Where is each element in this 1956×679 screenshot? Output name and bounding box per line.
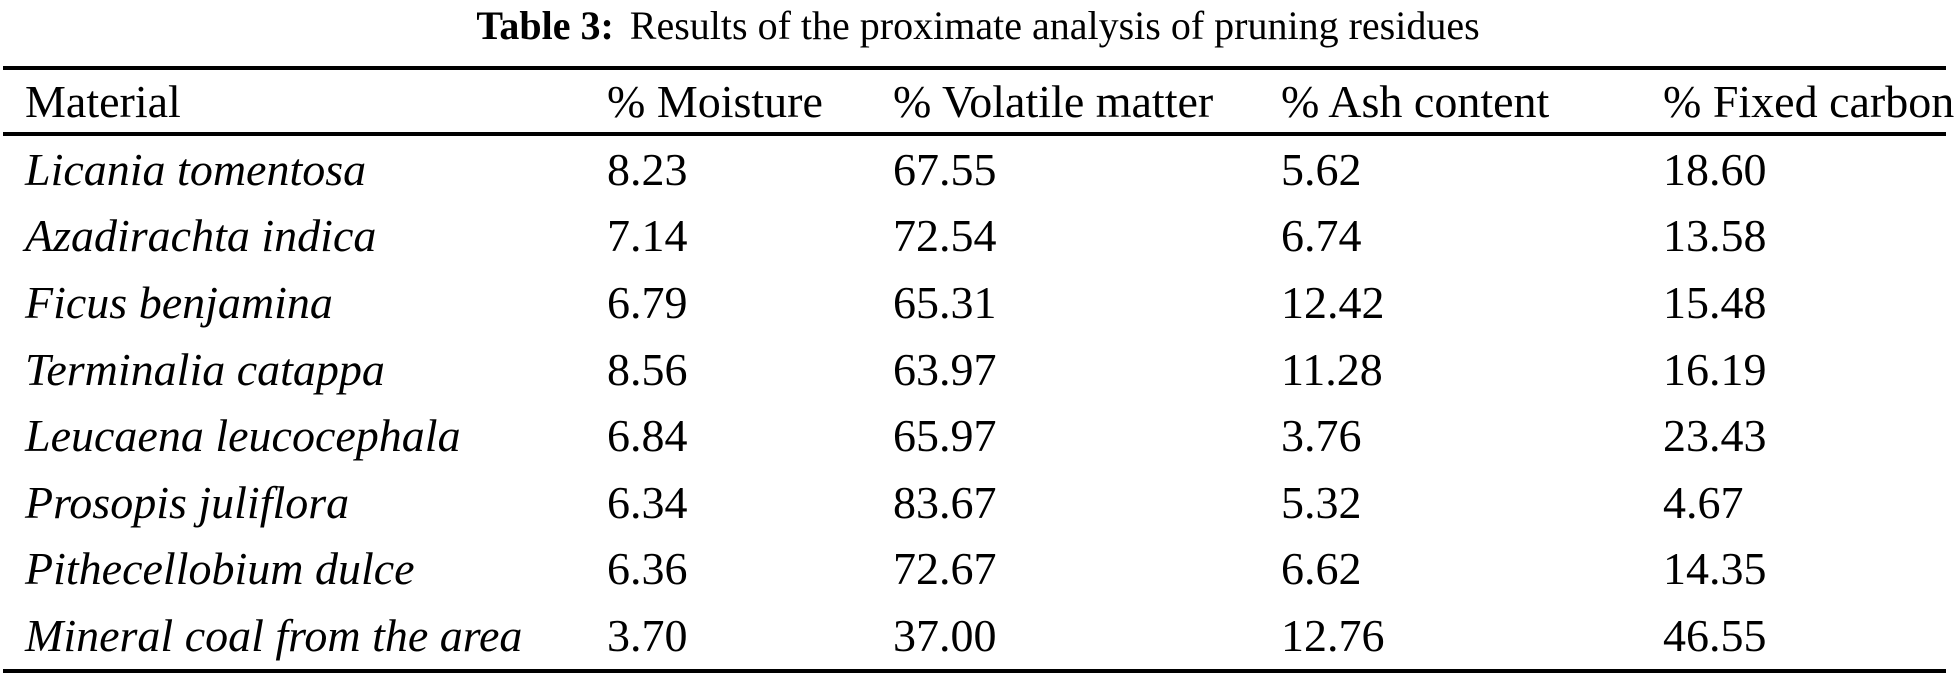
cell-volatile: 67.55 <box>893 143 997 195</box>
cell-volatile: 83.67 <box>893 476 997 528</box>
cell-volatile: 72.54 <box>893 210 997 262</box>
cell-fixed: 16.19 <box>1663 343 1767 395</box>
cell-fixed: 14.35 <box>1663 543 1767 595</box>
cell-volatile: 72.67 <box>893 543 997 595</box>
cell-material: Pithecellobium dulce <box>25 543 415 595</box>
cell-ash: 6.62 <box>1281 543 1362 595</box>
table-row: Azadirachta indica 7.14 72.54 6.74 13.58 <box>3 203 1946 270</box>
cell-moisture: 6.36 <box>607 543 688 595</box>
table-row: Pithecellobium dulce 6.36 72.67 6.62 14.35 <box>3 536 1946 603</box>
cell-moisture: 3.70 <box>607 609 688 661</box>
cell-volatile: 65.97 <box>893 410 997 462</box>
proximate-analysis-table: Material% Moisture% Volatile matter% Ash… <box>3 66 1954 673</box>
column-header-material: Material <box>3 68 607 136</box>
cell-ash: 5.62 <box>1281 143 1362 195</box>
table-body: Licania tomentosa 8.23 67.55 5.62 18.60 Azadi… <box>3 134 1946 671</box>
table-row: Terminalia catappa 8.56 63.97 11.28 16.19 <box>3 336 1946 403</box>
table-caption: Table 3: Results of the proximate analysi… <box>0 0 1956 62</box>
cell-ash: 12.76 <box>1281 609 1385 661</box>
cell-moisture: 7.14 <box>607 210 688 262</box>
cell-ash: 12.42 <box>1281 276 1385 328</box>
cell-ash: 3.76 <box>1281 410 1362 462</box>
table-row: Mineral coal from the area 3.70 37.00 12.76… <box>3 602 1946 671</box>
cell-ash: 5.32 <box>1281 476 1362 528</box>
cell-moisture: 8.23 <box>607 143 688 195</box>
cell-moisture: 6.34 <box>607 476 688 528</box>
table-caption-text: Results of the proximate analysis of pru… <box>629 3 1480 48</box>
cell-ash: 11.28 <box>1281 343 1383 395</box>
cell-material: Terminalia catappa <box>25 343 385 395</box>
cell-fixed: 13.58 <box>1663 210 1767 262</box>
cell-material: Leucaena leucocephala <box>25 410 461 462</box>
cell-volatile: 65.31 <box>893 276 997 328</box>
table-row: Leucaena leucocephala 6.84 65.97 3.76 23.43 <box>3 402 1946 469</box>
cell-fixed: 15.48 <box>1663 276 1767 328</box>
column-header-ash: % Ash content <box>1281 68 1663 136</box>
cell-ash: 6.74 <box>1281 210 1362 262</box>
table-header: Material% Moisture% Volatile matter% Ash… <box>3 68 1954 136</box>
column-header-moisture: % Moisture <box>607 68 893 136</box>
cell-material: Azadirachta indica <box>25 210 377 262</box>
table-row: Licania tomentosa 8.23 67.55 5.62 18.60 <box>3 134 1946 203</box>
cell-moisture: 6.79 <box>607 276 688 328</box>
cell-moisture: 8.56 <box>607 343 688 395</box>
cell-moisture: 6.84 <box>607 410 688 462</box>
table-header-row: Material% Moisture% Volatile matter% Ash… <box>3 68 1954 136</box>
cell-material: Licania tomentosa <box>25 143 367 195</box>
column-header-fixed: % Fixed carbon <box>1663 68 1954 136</box>
cell-fixed: 4.67 <box>1663 476 1744 528</box>
cell-volatile: 37.00 <box>893 609 997 661</box>
cell-volatile: 63.97 <box>893 343 997 395</box>
cell-fixed: 23.43 <box>1663 410 1767 462</box>
cell-fixed: 18.60 <box>1663 143 1767 195</box>
table-row: Prosopis juliflora 6.34 83.67 5.32 4.67 <box>3 469 1946 536</box>
table-caption-label: Table 3: <box>476 3 614 48</box>
cell-fixed: 46.55 <box>1663 609 1767 661</box>
cell-material: Ficus benjamina <box>25 276 333 328</box>
table-row: Ficus benjamina 6.79 65.31 12.42 15.48 <box>3 269 1946 336</box>
column-header-volatile: % Volatile matter <box>893 68 1281 136</box>
cell-material: Prosopis juliflora <box>25 476 350 528</box>
cell-material: Mineral coal from the area <box>25 609 523 661</box>
